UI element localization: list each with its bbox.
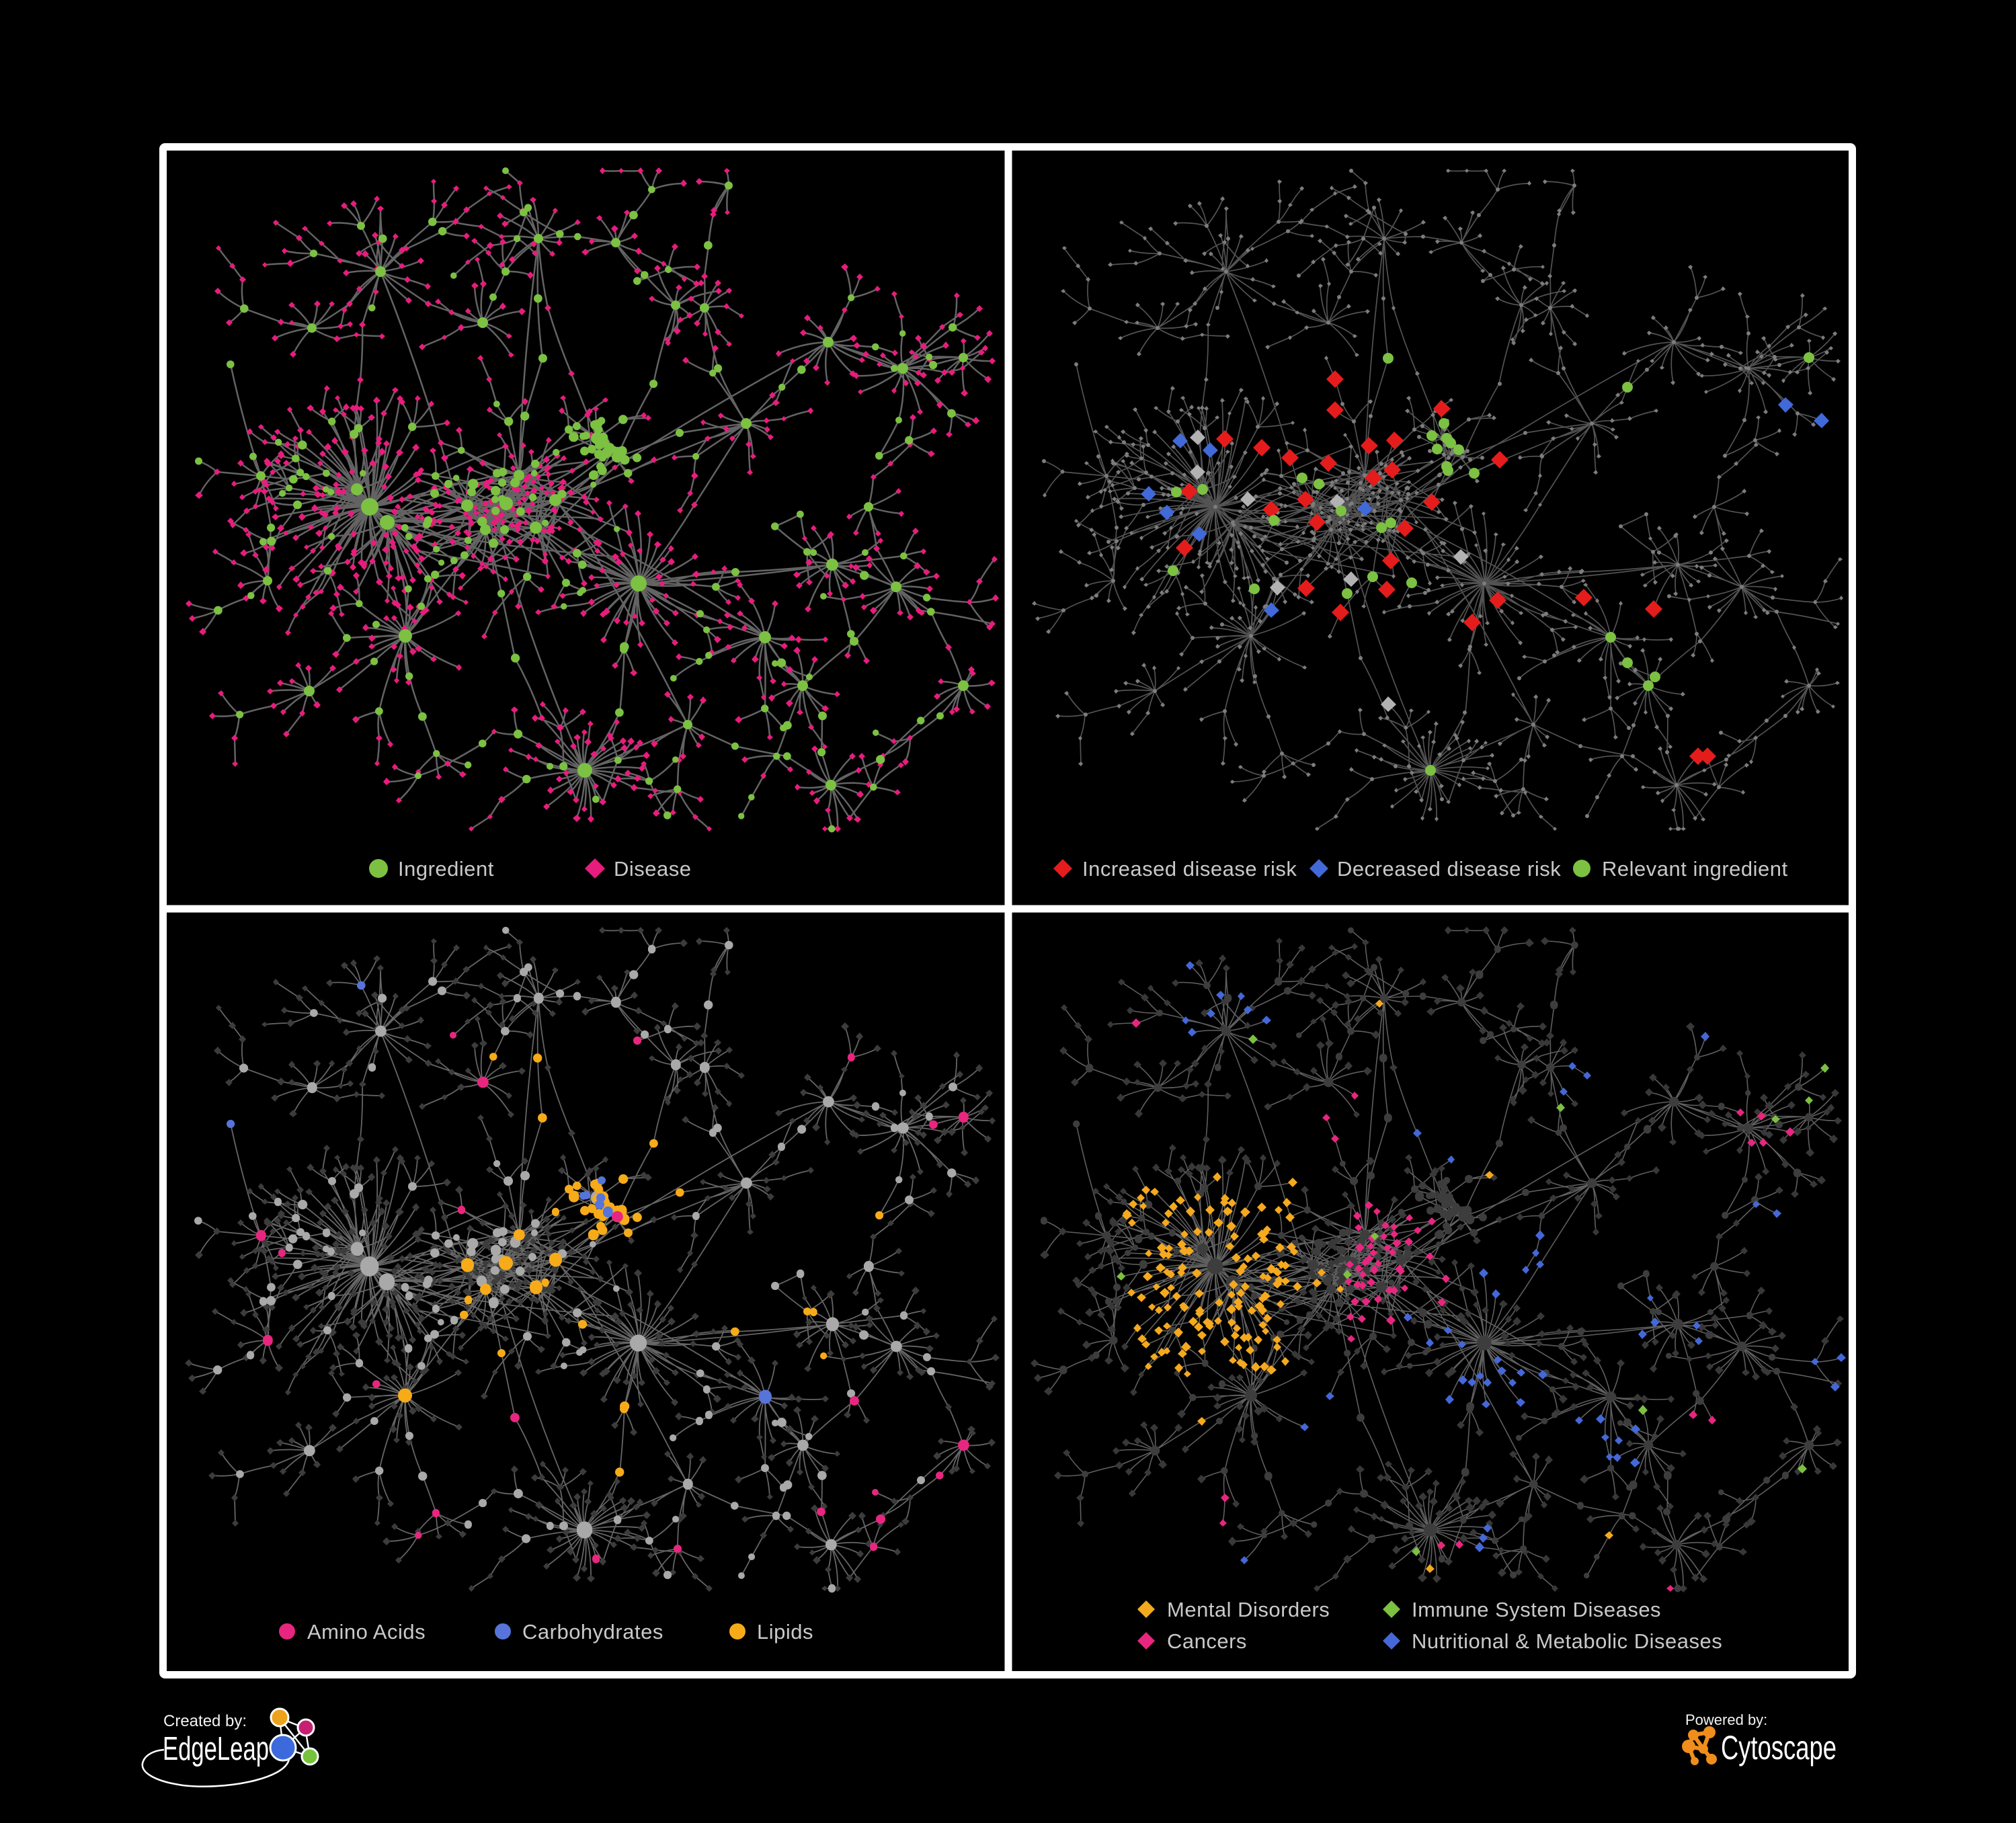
svg-text:Relevant ingredient: Relevant ingredient bbox=[1602, 857, 1788, 881]
svg-text:EdgeLeap: EdgeLeap bbox=[163, 1731, 269, 1767]
svg-text:Increased disease risk: Increased disease risk bbox=[1082, 857, 1297, 881]
svg-text:Ingredient: Ingredient bbox=[398, 857, 494, 881]
svg-text:Disease: Disease bbox=[614, 857, 692, 881]
svg-text:Decreased disease risk: Decreased disease risk bbox=[1337, 857, 1561, 881]
svg-text:Lipids: Lipids bbox=[757, 1620, 813, 1644]
svg-text:Cancers: Cancers bbox=[1167, 1629, 1247, 1653]
svg-text:Powered by:: Powered by: bbox=[1685, 1711, 1767, 1728]
svg-text:Amino Acids: Amino Acids bbox=[307, 1620, 426, 1644]
svg-text:Cytoscape: Cytoscape bbox=[1721, 1729, 1837, 1767]
svg-text:Carbohydrates: Carbohydrates bbox=[522, 1620, 663, 1644]
svg-text:Mental Disorders: Mental Disorders bbox=[1167, 1598, 1330, 1621]
svg-text:Created by:: Created by: bbox=[163, 1712, 247, 1730]
svg-text:Immune System Diseases: Immune System Diseases bbox=[1412, 1598, 1661, 1621]
svg-text:Nutritional & Metabolic Diseas: Nutritional & Metabolic Diseases bbox=[1412, 1629, 1722, 1653]
